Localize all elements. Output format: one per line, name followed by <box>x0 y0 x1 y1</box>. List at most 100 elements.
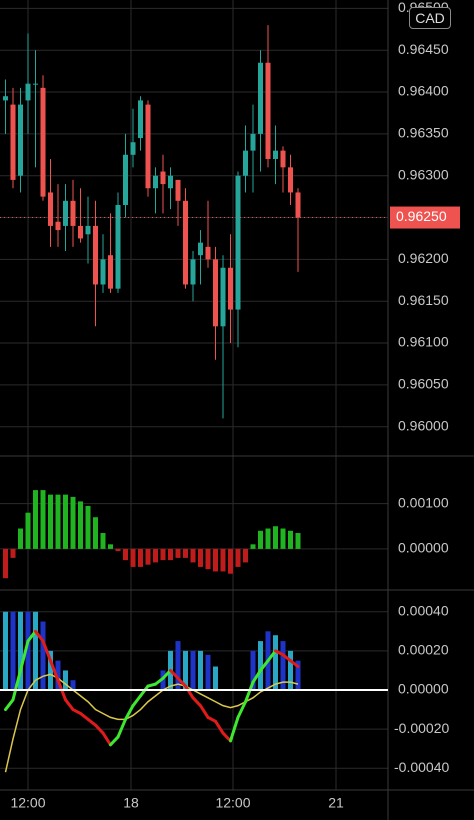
histogram-bar <box>153 548 158 563</box>
macd-bar <box>213 666 218 690</box>
histogram-bar <box>213 548 218 572</box>
macd-bar <box>273 635 278 690</box>
price-tick-label: 0.96300 <box>398 166 449 182</box>
candle-body <box>48 192 53 226</box>
macd-bar <box>33 611 38 690</box>
macd-line-segment <box>116 717 127 739</box>
histogram-bar <box>3 548 8 579</box>
macd-line-segment <box>191 696 202 708</box>
histogram-bar <box>205 548 211 570</box>
candle-body <box>235 175 241 310</box>
macd-bar <box>258 641 263 690</box>
histogram-bar <box>123 548 128 561</box>
candle-body <box>93 225 98 285</box>
macd-bar <box>63 670 68 690</box>
histogram-bar <box>273 526 278 549</box>
macd-bar <box>160 670 166 690</box>
candle-body <box>265 62 271 159</box>
macd-bar <box>288 650 293 690</box>
macd-line-segment <box>19 639 30 672</box>
last-price-badge <box>390 206 460 229</box>
macd-tick-label: -0.00040 <box>394 759 449 775</box>
histogram-tick-label: 0.00100 <box>398 494 449 510</box>
histogram-bar <box>168 548 173 561</box>
histogram-bar <box>220 548 226 572</box>
macd-line-segment <box>34 629 45 643</box>
last-price-label: 0.96250 <box>396 208 447 224</box>
macd-line-segment <box>86 717 97 727</box>
histogram-bar <box>265 528 271 549</box>
histogram-bar <box>63 494 68 549</box>
candle-body <box>3 96 8 101</box>
candle-body <box>288 167 293 193</box>
candle-body <box>250 133 256 151</box>
price-tick-label: 0.96050 <box>398 376 449 392</box>
histogram-bar <box>198 548 203 567</box>
macd-bar <box>280 641 286 690</box>
macd-bar <box>10 611 16 690</box>
candle-body <box>78 225 83 239</box>
time-tick-label: 21 <box>328 795 344 811</box>
candle-body <box>258 62 263 134</box>
histogram-bar <box>55 494 61 549</box>
candle-body <box>243 150 248 176</box>
macd-line-segment <box>169 668 180 680</box>
candle-body <box>123 154 128 205</box>
histogram-bar <box>25 512 31 549</box>
histogram-bar <box>288 530 293 549</box>
candle-body <box>228 267 233 310</box>
price-tick-label: 0.96150 <box>398 292 449 308</box>
macd-line-segment <box>49 659 60 682</box>
macd-line-segment <box>4 698 15 712</box>
histogram-bar <box>100 533 106 549</box>
macd-line-segment <box>64 698 75 712</box>
histogram-bar <box>40 490 46 549</box>
currency-label[interactable]: CAD <box>409 7 451 29</box>
macd-line-segment <box>244 680 255 704</box>
candle-body <box>138 100 143 139</box>
macd-tick-label: 0.00040 <box>398 602 449 618</box>
candle-body <box>10 104 16 180</box>
macd-bar <box>3 611 8 690</box>
macd-line-segment <box>161 668 172 680</box>
histogram-bar <box>130 548 136 567</box>
candle-body <box>100 259 106 285</box>
macd-bar <box>250 650 256 690</box>
macd-bar <box>25 611 31 690</box>
axis-labels: 0.965000.964500.964000.963500.963000.962… <box>10 0 460 811</box>
candle-body <box>130 142 136 155</box>
macd-line-segment <box>176 676 187 688</box>
price-tick-label: 0.96100 <box>398 334 449 350</box>
candle-body <box>273 150 278 159</box>
macd-bar <box>198 650 203 690</box>
candle-body <box>168 175 173 189</box>
macd-line-segment <box>251 668 262 684</box>
macd-bar <box>18 611 23 690</box>
macd-tick-label: -0.00020 <box>394 720 449 736</box>
price-pane[interactable] <box>0 25 388 419</box>
candle-body <box>25 83 31 101</box>
time-tick-label: 18 <box>123 795 139 811</box>
histogram-bar <box>33 490 38 549</box>
histogram-pane[interactable] <box>3 490 301 579</box>
histogram-bar <box>243 548 248 563</box>
histogram-bar <box>115 548 121 552</box>
time-tick-label: 12:00 <box>10 795 45 811</box>
price-tick-label: 0.96450 <box>398 41 449 57</box>
macd-line-segment <box>289 659 300 669</box>
macd-bar <box>175 641 181 690</box>
macd-line-segment <box>41 639 52 663</box>
candle-body <box>55 221 61 231</box>
candle-body <box>213 259 218 327</box>
macd-line-segment <box>79 711 90 721</box>
macd-pane[interactable] <box>0 611 388 773</box>
histogram-bar <box>85 505 91 549</box>
macd-line-segment <box>236 700 247 719</box>
macd-bar <box>190 650 196 690</box>
histogram-bar <box>228 548 233 574</box>
price-tick-label: 0.96000 <box>398 417 449 433</box>
histogram-bar <box>295 533 301 549</box>
histogram-bar <box>93 517 98 549</box>
